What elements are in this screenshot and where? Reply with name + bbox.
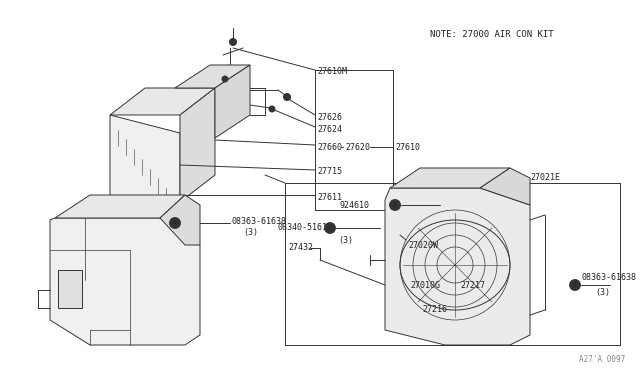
Polygon shape xyxy=(160,195,200,245)
Polygon shape xyxy=(480,168,530,205)
Text: (3): (3) xyxy=(595,288,610,296)
Text: (3): (3) xyxy=(243,228,258,237)
Circle shape xyxy=(390,199,401,211)
Text: 27021E: 27021E xyxy=(530,173,560,183)
Text: 08363-61638: 08363-61638 xyxy=(582,273,637,282)
Circle shape xyxy=(222,76,228,82)
Text: A27'A 0097: A27'A 0097 xyxy=(579,355,625,364)
Text: 27432: 27432 xyxy=(288,244,313,253)
Text: 27217: 27217 xyxy=(460,280,485,289)
Text: 27020W: 27020W xyxy=(408,241,438,250)
Text: 27611: 27611 xyxy=(317,192,342,202)
Text: 27620: 27620 xyxy=(345,142,370,151)
Polygon shape xyxy=(55,195,185,218)
Text: 27626: 27626 xyxy=(317,112,342,122)
Text: S: S xyxy=(173,221,177,225)
Polygon shape xyxy=(390,168,510,188)
Polygon shape xyxy=(58,270,82,308)
Circle shape xyxy=(324,222,335,234)
Circle shape xyxy=(269,106,275,112)
Polygon shape xyxy=(50,218,200,345)
Text: 08340-51612: 08340-51612 xyxy=(277,224,332,232)
Circle shape xyxy=(230,38,237,45)
Circle shape xyxy=(170,218,180,228)
Circle shape xyxy=(570,279,580,291)
Polygon shape xyxy=(180,88,215,202)
Text: 27010G: 27010G xyxy=(410,280,440,289)
Text: 27715: 27715 xyxy=(317,167,342,176)
Polygon shape xyxy=(385,188,530,345)
Text: 27660: 27660 xyxy=(317,142,342,151)
Text: 08363-61638: 08363-61638 xyxy=(232,217,287,225)
Polygon shape xyxy=(110,88,215,115)
Circle shape xyxy=(284,93,291,100)
Text: NOTE: 27000 AIR CON KIT: NOTE: 27000 AIR CON KIT xyxy=(430,30,554,39)
Text: 27216: 27216 xyxy=(422,305,447,314)
Text: (3): (3) xyxy=(338,235,353,244)
Text: 27624: 27624 xyxy=(317,125,342,134)
Text: 27610: 27610 xyxy=(395,142,420,151)
Text: 924610: 924610 xyxy=(340,201,370,209)
Polygon shape xyxy=(175,65,250,88)
Text: S: S xyxy=(393,202,397,208)
Polygon shape xyxy=(215,65,250,138)
Text: S: S xyxy=(573,282,577,288)
Polygon shape xyxy=(110,115,180,218)
Text: S: S xyxy=(328,225,332,231)
Text: 27610M: 27610M xyxy=(317,67,347,77)
